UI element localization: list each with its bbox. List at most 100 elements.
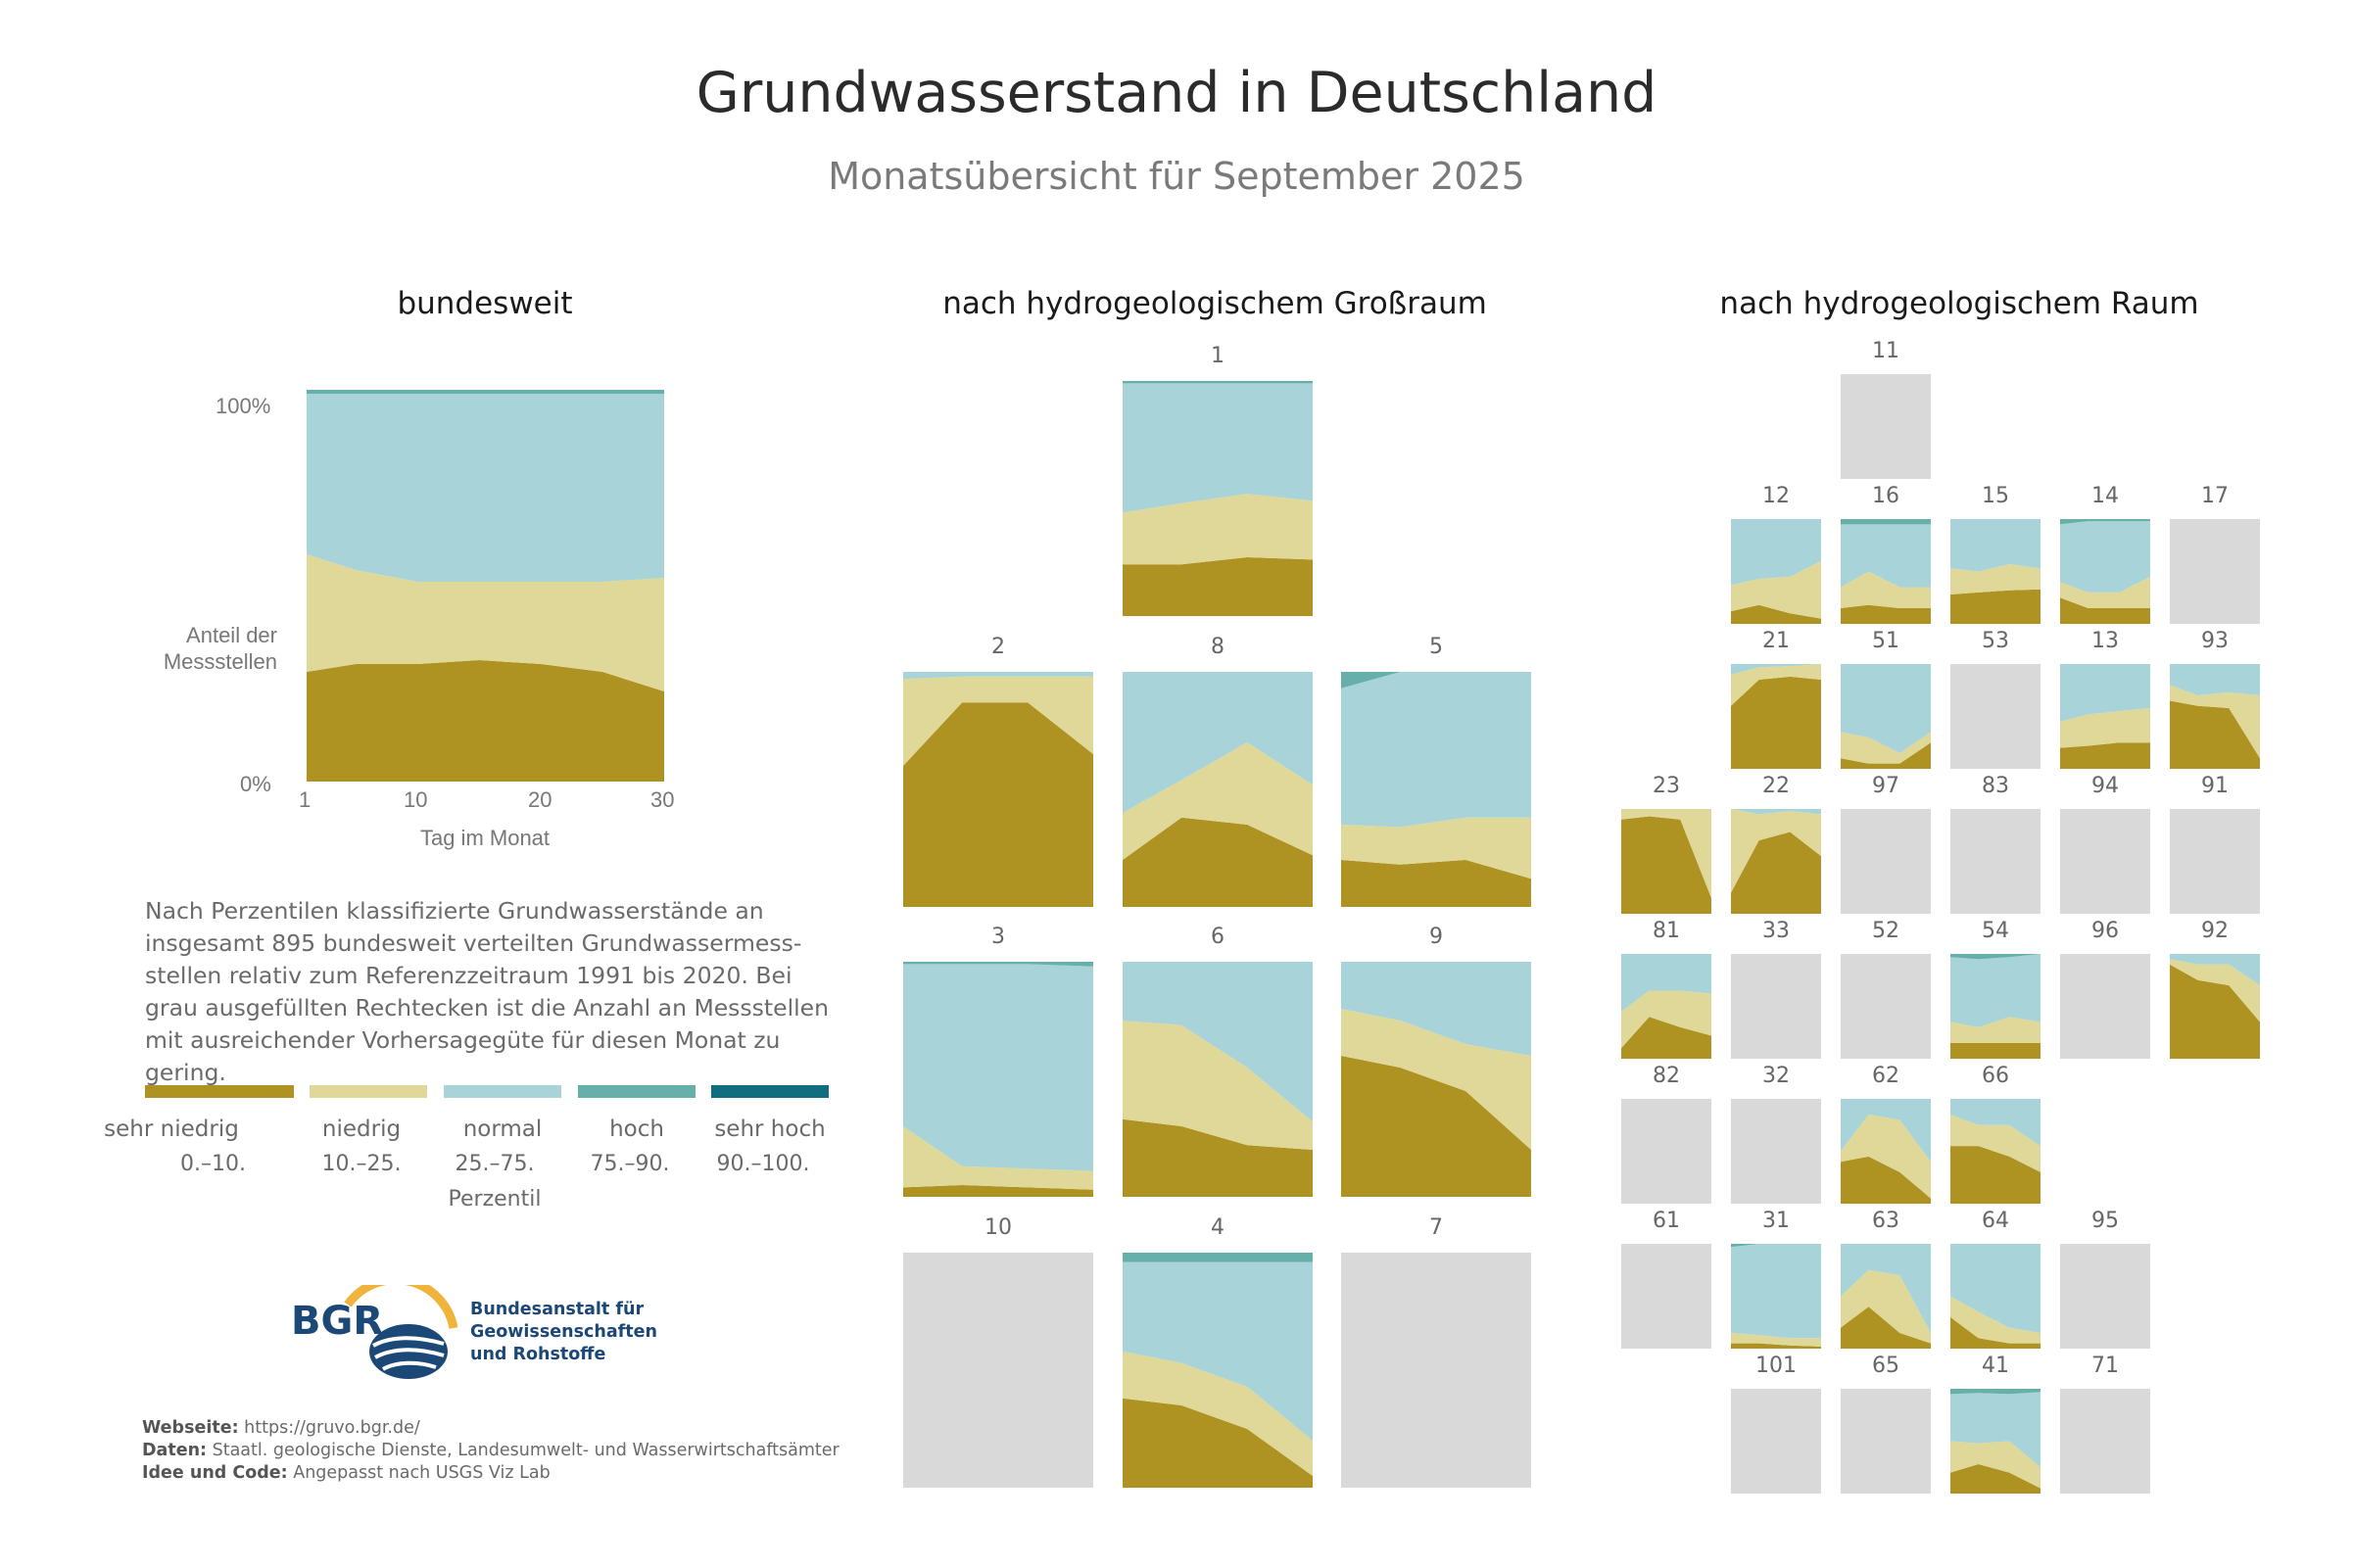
region-panel-53-label: 53 [1982,629,2009,653]
region-panel-82-svg [1621,1099,1711,1204]
region-panel-16-area-normal [1841,524,1931,588]
region-panel-94-insufficient-rect [2060,809,2150,914]
large-region-panel-1-area-normal [1123,383,1313,513]
region-panel-95-insufficient-rect [2060,1244,2150,1349]
region-panel-23-area-very-low [1621,816,1711,914]
region-panel-92-label: 92 [2201,919,2229,943]
region-panel-81-label: 81 [1653,919,1680,943]
region-panel-101-insufficient-rect [1731,1389,1821,1494]
region-panel-52-insufficient-rect [1841,954,1931,1059]
region-panel-21-area-normal [1731,664,1821,675]
region-panel-61-insufficient-rect [1621,1244,1711,1349]
large-region-panel-4-svg [1123,1253,1313,1488]
region-panel-23-label: 23 [1653,774,1680,798]
region-panel-61-label: 61 [1653,1209,1680,1233]
large-region-panel-1-svg [1123,381,1313,616]
large-region-panel-7-svg [1341,1253,1531,1488]
region-panel-101 [1731,1389,1821,1494]
region-panel-54-label: 54 [1982,919,2009,943]
legend-range-normal: 25.–75. [455,1152,535,1176]
large-region-panel-2-area-very-low [903,702,1093,907]
large-region-panel-2-svg [903,672,1093,907]
region-panel-41-svg [1950,1389,2041,1494]
page-title: Grundwasserstand in Deutschland [696,61,1657,125]
region-panel-16-svg [1841,519,1931,624]
region-panel-64 [1950,1244,2041,1349]
region-panel-54 [1950,954,2041,1059]
region-panel-97-svg [1841,809,1931,914]
y-tick-100: 100% [216,394,271,418]
large-region-panel-9-area-low [1341,1009,1531,1150]
national-area-normal [307,394,664,582]
footer-data-value: Staatl. geologische Dienste, Landesumwel… [207,1441,840,1460]
region-panel-17-label: 17 [2201,484,2229,508]
large-region-panel-6 [1123,962,1313,1197]
large-region-panel-8 [1123,672,1313,907]
region-panel-22-area-low [1731,809,1821,893]
section-title-large-region: nach hydrogeologischem Großraum [942,286,1487,321]
region-panel-33-insufficient-rect [1731,954,1821,1059]
region-panel-81 [1621,954,1711,1059]
region-panel-12-area-very-low [1731,604,1821,624]
x-tick-30: 30 [650,787,675,812]
region-panel-51-area-normal [1841,664,1931,753]
logo-line-3: und Rohstoffe [470,1345,606,1364]
legend-axis-label: Perzentil [448,1187,542,1212]
region-panel-62-area-low [1841,1115,1931,1199]
region-panel-66-svg [1950,1099,2041,1204]
region-panel-51-area-low [1841,732,1931,764]
region-panel-94-svg [2060,809,2150,914]
region-panel-51 [1841,664,1931,769]
footer-website-label: Webseite: [142,1418,239,1438]
region-panel-71-label: 71 [2091,1354,2119,1378]
region-panel-41-area-very-low [1950,1464,2041,1494]
region-panel-64-area-low [1950,1296,2041,1344]
large-region-panel-8-label: 8 [1211,635,1225,659]
x-tick-1: 1 [299,787,312,812]
region-panel-17-insufficient-rect [2170,519,2260,624]
region-panel-64-area-normal [1950,1244,2041,1333]
region-panel-31-svg [1731,1244,1821,1349]
region-panel-61 [1621,1244,1711,1349]
national-area-high [307,390,664,394]
region-panel-82-label: 82 [1653,1064,1680,1088]
region-panel-91 [2170,809,2260,914]
large-region-panel-7-label: 7 [1429,1215,1443,1240]
region-panel-51-label: 51 [1872,629,1899,653]
footer-website-link[interactable]: https://gruvo.bgr.de/ [238,1418,420,1438]
region-panel-32-insufficient-rect [1731,1099,1821,1204]
region-panel-93-label: 93 [2201,629,2229,653]
region-panel-62-svg [1841,1099,1931,1204]
region-panel-14-area-very-low [2060,597,2150,624]
region-panel-62 [1841,1099,1931,1204]
region-panel-51-svg [1841,664,1931,769]
region-panel-54-area-high [1950,954,2041,960]
bgr-logo-icon: BGR [291,1285,458,1379]
footer-data-label: Daten: [142,1441,208,1460]
large-region-panel-5-label: 5 [1429,635,1443,659]
region-panel-41-area-normal [1950,1392,2041,1468]
large-region-panel-5-area-low [1341,817,1531,879]
region-panel-63 [1841,1244,1931,1349]
region-panel-15-svg [1950,519,2041,624]
region-panel-13-area-very-low [2060,742,2150,769]
region-panel-95-label: 95 [2091,1209,2119,1233]
region-panel-63-label: 63 [1872,1209,1899,1233]
region-panel-63-area-low [1841,1269,1931,1344]
region-panel-15 [1950,519,2041,624]
region-panel-16-area-high [1841,519,1931,525]
large-region-panel-8-area-very-low [1123,817,1313,907]
y-tick-0: 0% [240,772,271,796]
large-region-panel-8-svg [1123,672,1313,907]
legend-swatch-low [310,1085,427,1098]
national-area-panel [307,390,664,782]
region-panel-21-svg [1731,664,1821,769]
region-panel-52-svg [1841,954,1931,1059]
region-panel-82 [1621,1099,1711,1204]
national-area-svg [307,390,664,782]
large-region-panel-10 [903,1253,1093,1488]
region-panel-14-label: 14 [2091,484,2119,508]
large-region-panel-2-area-low [903,676,1093,766]
large-region-panel-4-label: 4 [1211,1215,1225,1240]
region-panel-31-area-very-low [1731,1343,1821,1349]
